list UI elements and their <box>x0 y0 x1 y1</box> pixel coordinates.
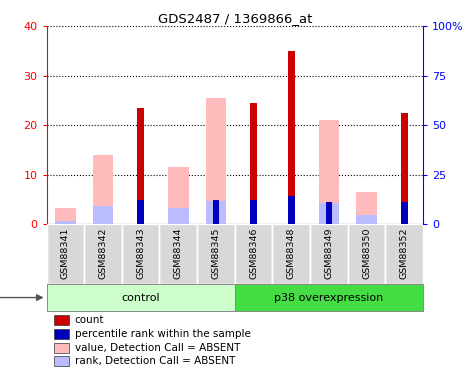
Bar <box>54 343 69 353</box>
Bar <box>206 98 226 224</box>
Bar <box>84 224 122 284</box>
Bar <box>137 200 144 224</box>
Text: GSM88350: GSM88350 <box>362 227 371 279</box>
Text: GSM88343: GSM88343 <box>136 227 145 279</box>
Bar <box>356 215 377 224</box>
Bar <box>319 120 339 224</box>
Bar <box>250 200 257 224</box>
Bar <box>272 224 310 284</box>
Bar <box>235 284 423 311</box>
Bar <box>385 224 423 284</box>
Text: control: control <box>121 292 160 303</box>
Bar <box>401 113 408 224</box>
Bar <box>159 224 197 284</box>
Text: GSM88342: GSM88342 <box>99 227 107 279</box>
Bar <box>348 224 385 284</box>
Bar <box>54 315 69 325</box>
Bar <box>46 224 84 284</box>
Bar <box>288 196 295 224</box>
Bar <box>206 201 226 224</box>
Text: GSM88344: GSM88344 <box>174 227 183 279</box>
Bar <box>122 224 159 284</box>
Bar <box>168 208 189 224</box>
Text: GSM88348: GSM88348 <box>287 227 296 279</box>
Bar <box>137 108 144 224</box>
Text: value, Detection Call = ABSENT: value, Detection Call = ABSENT <box>75 343 240 353</box>
Text: p38 overexpression: p38 overexpression <box>274 292 384 303</box>
Bar <box>401 202 408 224</box>
Bar <box>288 51 295 224</box>
Bar <box>46 284 235 311</box>
Bar <box>310 224 348 284</box>
Text: rank, Detection Call = ABSENT: rank, Detection Call = ABSENT <box>75 356 235 366</box>
Bar <box>326 202 332 224</box>
Bar <box>319 203 339 224</box>
Bar <box>54 356 69 366</box>
Bar <box>93 206 113 224</box>
Text: GSM88346: GSM88346 <box>249 227 258 279</box>
Text: GSM88352: GSM88352 <box>400 227 409 279</box>
Text: GSM88341: GSM88341 <box>61 227 70 279</box>
Bar <box>235 224 272 284</box>
Bar <box>197 224 235 284</box>
Bar <box>168 167 189 224</box>
Text: GSM88345: GSM88345 <box>212 227 220 279</box>
Bar <box>55 220 76 224</box>
Bar <box>356 192 377 224</box>
Bar <box>93 155 113 224</box>
Bar <box>54 329 69 339</box>
Text: GSM88349: GSM88349 <box>325 227 333 279</box>
Text: count: count <box>75 315 104 325</box>
Title: GDS2487 / 1369866_at: GDS2487 / 1369866_at <box>158 12 312 25</box>
Text: percentile rank within the sample: percentile rank within the sample <box>75 329 251 339</box>
Bar <box>250 103 257 224</box>
Bar <box>55 208 76 224</box>
Bar <box>213 200 219 224</box>
